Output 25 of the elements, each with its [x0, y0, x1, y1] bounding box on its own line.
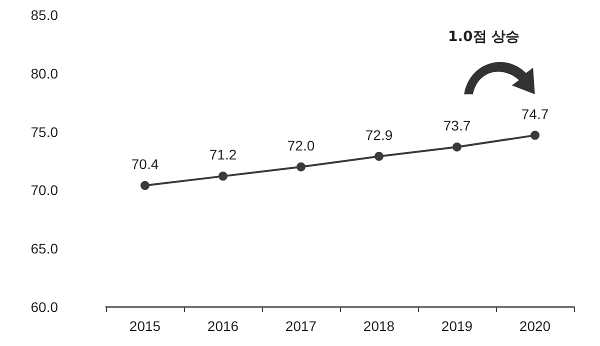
data-label: 70.4 — [131, 156, 159, 172]
x-tick-label: 2020 — [519, 318, 551, 334]
x-tick-label: 2015 — [129, 318, 161, 334]
point — [218, 172, 228, 181]
y-tick-label: 70.0 — [30, 182, 58, 198]
y-tick-label: 75.0 — [30, 124, 58, 140]
x-tick-label: 2017 — [285, 318, 317, 334]
y-tick-label: 60.0 — [30, 299, 58, 315]
data-label: 72.0 — [287, 137, 315, 154]
data-label: 74.7 — [521, 106, 549, 122]
x-tick-label: 2019 — [441, 318, 473, 334]
y-tick-label: 65.0 — [30, 240, 58, 257]
x-tick-label: 2018 — [363, 318, 395, 334]
point — [530, 130, 540, 140]
y-tick-label: 85.0 — [30, 7, 58, 23]
point — [296, 162, 306, 172]
x-tick-label: 2016 — [207, 318, 239, 334]
data-label: 71.2 — [209, 146, 237, 163]
data-label: 73.7 — [443, 117, 471, 134]
point — [374, 152, 384, 161]
data-label: 72.9 — [365, 126, 393, 143]
annotation: 1.0점 상승 — [448, 29, 520, 45]
point — [452, 142, 462, 152]
point — [140, 181, 150, 190]
y-tick-label: 80.0 — [30, 65, 58, 82]
